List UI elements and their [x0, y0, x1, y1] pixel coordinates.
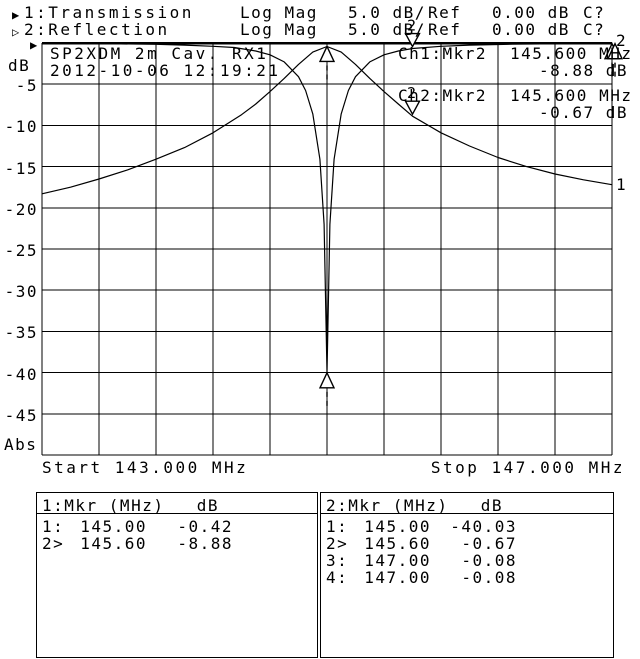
- chart-timestamp: 2012-10-06 12:19:21: [50, 61, 281, 80]
- trace2-label: 2:Reflection: [24, 20, 170, 39]
- marker-2-number: 2: [407, 17, 416, 35]
- marker-number: 3:: [326, 551, 349, 570]
- trace1-format: Log Mag: [240, 3, 318, 22]
- trace1-end-label: 1: [616, 175, 628, 194]
- marker-value: -8.88: [177, 534, 233, 553]
- trace2-ref-label: Ref: [428, 20, 462, 39]
- marker-value: -40.03: [450, 517, 517, 536]
- trace1-ref-value: 0.00 dB: [492, 3, 570, 22]
- marker-table-ch1: 1:Mkr (MHz) dB 1: 145.00 -0.42 2> 145.60 -8.8…: [36, 492, 318, 658]
- marker-number: 1:: [326, 517, 349, 536]
- marker-table-row: 4: 147.00 -0.08: [321, 568, 613, 587]
- marker-value: -0.67: [461, 534, 517, 553]
- y-tick-label: -5: [15, 76, 38, 96]
- trace1-label: 1:Transmission: [24, 3, 194, 22]
- marker-table-ch2-header: 2:Mkr (MHz) dB: [321, 493, 613, 515]
- marker-number: 2>: [326, 534, 349, 553]
- marker-frequency: 145.60: [364, 534, 431, 553]
- y-tick-label: -30: [4, 282, 38, 302]
- marker-frequency: 145.00: [80, 517, 147, 536]
- marker-table-ch1-title: 1:Mkr (MHz): [42, 496, 165, 515]
- marker-value: -0.08: [461, 551, 517, 570]
- trace2-scale: 5.0 dB/: [348, 20, 426, 39]
- ch1-marker-readout-value: -8.88 dB: [538, 61, 628, 80]
- y-tick-label: -20: [4, 199, 38, 219]
- marker-1-glyph: [318, 371, 336, 389]
- ref-level-icon: ▶: [30, 38, 38, 52]
- x-axis-start-label: Start 143.000 MHz: [42, 458, 249, 477]
- trace1-active-icon: ▶: [12, 8, 20, 22]
- marker-number: 1:: [42, 517, 65, 536]
- marker-table-ch1-header: 1:Mkr (MHz) dB: [37, 493, 317, 515]
- marker-value: -0.08: [461, 568, 517, 587]
- y-tick-label: -15: [4, 158, 38, 178]
- marker-4-glyph: [606, 42, 624, 60]
- ch2-marker-readout-freq: 145.600 MHz: [510, 86, 633, 105]
- marker-table-row: 3: 147.00 -0.08: [321, 551, 613, 570]
- marker-table-row: 1: 145.00 -40.03: [321, 517, 613, 536]
- marker-table-ch1-unit: dB: [196, 496, 219, 515]
- y-axis-bottom-label: Abs: [4, 435, 38, 454]
- y-tick-label: -45: [4, 405, 38, 425]
- marker-value: -0.42: [177, 517, 233, 536]
- marker-frequency: 147.00: [364, 551, 431, 570]
- trace2-format: Log Mag: [240, 20, 318, 39]
- marker-2-number: 2: [407, 84, 416, 102]
- marker-table-row: 2> 145.60 -8.88: [37, 534, 317, 553]
- trace1-scale: 5.0 dB/: [348, 3, 426, 22]
- trace2-status: C?: [583, 20, 606, 39]
- chart-title: SP2XDM 2m Cav. RX1: [50, 44, 269, 63]
- marker-table-row: 2> 145.60 -0.67: [321, 534, 613, 553]
- trace1-ref-label: Ref: [428, 3, 462, 22]
- y-axis-unit: dB: [8, 56, 31, 75]
- y-tick-label: -10: [4, 117, 38, 137]
- ch2-marker-readout-value: -0.67 dB: [538, 103, 628, 122]
- marker-2-glyph: [404, 32, 421, 48]
- ch1-marker-readout-label: Ch1:Mkr2: [398, 44, 488, 63]
- ch2-marker-readout-label: Ch2:Mkr2: [398, 86, 488, 105]
- marker-1-glyph: [318, 44, 336, 63]
- trace2-ref-value: 0.00 dB: [492, 20, 570, 39]
- marker-frequency: 147.00: [364, 568, 431, 587]
- marker-number: 2>: [42, 534, 65, 553]
- marker-frequency: 145.60: [80, 534, 147, 553]
- marker-2-glyph: [404, 100, 421, 116]
- trace2-end-label: 2: [616, 31, 628, 50]
- marker-table-ch2-title: 2:Mkr (MHz): [326, 496, 449, 515]
- y-tick-label: -25: [4, 241, 38, 260]
- ch1-marker-readout-freq: 145.600 MHz: [510, 44, 633, 63]
- marker-number: 4:: [326, 568, 349, 587]
- marker-table-ch2: 2:Mkr (MHz) dB 1: 145.00 -40.03 2> 145.60 -0.…: [320, 492, 614, 658]
- marker-frequency: 145.00: [364, 517, 431, 536]
- x-axis-stop-label: Stop 147.000 MHz: [430, 458, 625, 477]
- marker-table-row: 1: 145.00 -0.42: [37, 517, 317, 536]
- trace1-status: C?: [583, 3, 606, 22]
- marker-table-ch2-unit: dB: [480, 496, 503, 515]
- y-tick-label: -40: [4, 364, 38, 384]
- y-tick-label: -35: [4, 323, 38, 343]
- trace2-active-icon: ▷: [12, 25, 20, 39]
